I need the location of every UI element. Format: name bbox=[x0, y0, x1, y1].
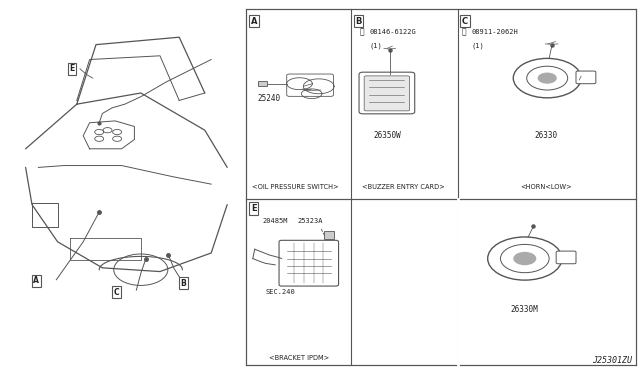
Text: B: B bbox=[180, 279, 186, 288]
Text: <BUZZER ENTRY CARD>: <BUZZER ENTRY CARD> bbox=[362, 184, 445, 190]
Text: A: A bbox=[33, 276, 39, 285]
Text: E: E bbox=[251, 204, 257, 213]
Text: C: C bbox=[462, 17, 468, 26]
Text: SEC.240: SEC.240 bbox=[266, 289, 295, 295]
Text: J25301ZU: J25301ZU bbox=[593, 356, 632, 365]
Text: (1): (1) bbox=[472, 42, 484, 49]
Text: 08146-6122G: 08146-6122G bbox=[370, 29, 417, 35]
Circle shape bbox=[538, 73, 557, 84]
Text: 08911-2062H: 08911-2062H bbox=[472, 29, 518, 35]
Text: 25240: 25240 bbox=[258, 94, 281, 103]
FancyBboxPatch shape bbox=[279, 240, 339, 286]
FancyBboxPatch shape bbox=[576, 71, 596, 84]
Text: Ⓑ: Ⓑ bbox=[360, 27, 364, 36]
Text: (1): (1) bbox=[370, 42, 383, 49]
Bar bbox=[324, 231, 334, 239]
Text: B: B bbox=[355, 17, 362, 26]
Text: C: C bbox=[114, 288, 120, 296]
Bar bbox=[246, 9, 636, 365]
Bar bbox=[258, 81, 267, 86]
Text: 20485M: 20485M bbox=[262, 218, 288, 224]
Text: 26350W: 26350W bbox=[373, 131, 401, 140]
FancyBboxPatch shape bbox=[359, 72, 415, 114]
Text: 26330M: 26330M bbox=[511, 305, 539, 314]
Text: <OIL PRESSURE SWITCH>: <OIL PRESSURE SWITCH> bbox=[252, 184, 339, 190]
Text: Ⓝ: Ⓝ bbox=[462, 27, 467, 36]
Text: E: E bbox=[69, 64, 74, 73]
Circle shape bbox=[513, 252, 536, 265]
Text: 26330: 26330 bbox=[534, 131, 557, 140]
FancyBboxPatch shape bbox=[556, 251, 576, 264]
Text: <BRACKET IPDM>: <BRACKET IPDM> bbox=[269, 355, 329, 361]
Text: A: A bbox=[251, 17, 257, 26]
Text: 25323A: 25323A bbox=[298, 218, 323, 224]
FancyBboxPatch shape bbox=[364, 76, 410, 111]
Text: <HORN<LOW>: <HORN<LOW> bbox=[520, 184, 572, 190]
